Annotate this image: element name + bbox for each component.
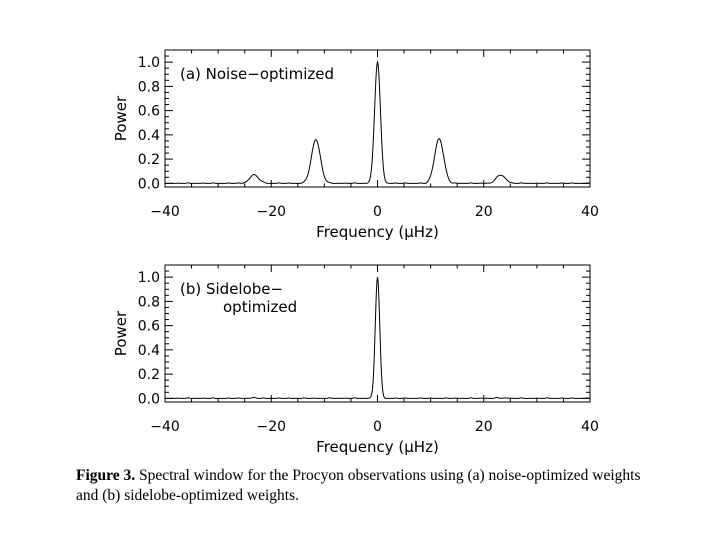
x-tick-label: 40	[581, 419, 599, 435]
caption-text: Spectral window for the Procyon observat…	[76, 467, 641, 504]
y-tick-label: 0.4	[138, 343, 160, 359]
x-tick-label: −40	[150, 419, 180, 435]
x-tick-label: −20	[256, 419, 286, 435]
y-tick-label: 0.2	[138, 367, 160, 383]
panel-annotation: (b) Sidelobe−	[180, 280, 283, 298]
x-tick-label: 0	[373, 204, 382, 220]
x-axis-label: Frequency (μHz)	[316, 223, 439, 241]
y-tick-label: 0.8	[138, 79, 160, 95]
x-tick-label: −20	[256, 204, 286, 220]
chart-panel-a: −40 −20 0 20 40 0.0 0.2 0.4 0.6 0.8 1.0 Frequency (…	[112, 49, 599, 241]
y-tick-label: 0.8	[138, 294, 160, 310]
x-axis-label: Frequency (μHz)	[316, 438, 439, 456]
panel-annotation: (a) Noise−optimized	[180, 65, 334, 83]
caption-label: Figure 3.	[76, 467, 136, 484]
chart-panel-b: −40 −20 0 20 40 0.0 0.2 0.4 0.6 0.8 1.0 Frequency (…	[112, 264, 599, 456]
x-tick-label: 20	[475, 419, 493, 435]
y-tick-label: 0.2	[138, 152, 160, 168]
y-tick-label: 0.4	[138, 128, 160, 144]
y-tick-label: 1.0	[138, 270, 160, 286]
y-tick-label: 0.0	[138, 176, 160, 192]
x-tick-label: 0	[373, 419, 382, 435]
y-tick-label: 0.0	[138, 391, 160, 407]
spectral-window-line	[164, 277, 591, 399]
y-axis-label: Power	[112, 95, 130, 141]
y-tick-label: 0.6	[138, 319, 160, 335]
y-tick-label: 1.0	[138, 55, 160, 71]
x-tick-label: 40	[581, 204, 599, 220]
x-tick-label: 20	[475, 204, 493, 220]
panel-annotation: optimized	[223, 298, 297, 316]
y-tick-label: 0.6	[138, 104, 160, 120]
figure-caption: Figure 3. Spectral window for the Procyo…	[76, 466, 656, 506]
y-axis-label: Power	[112, 310, 130, 356]
x-tick-label: −40	[150, 204, 180, 220]
spectral-window-line	[164, 60, 591, 184]
